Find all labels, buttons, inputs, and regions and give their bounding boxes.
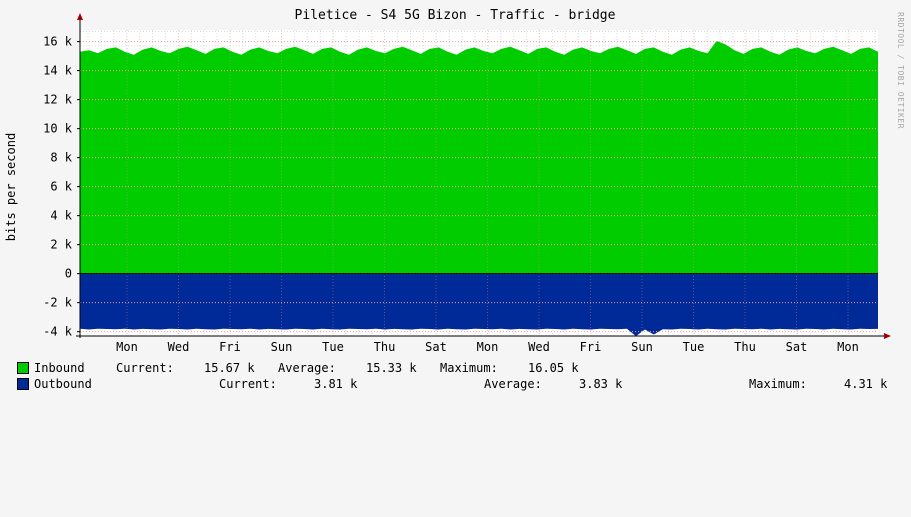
legend-inbound-average: 15.33 k: [366, 361, 417, 375]
x-tick-label: Sun: [631, 340, 653, 354]
chart-title: Piletice - S4 5G Bizon - Traffic - bridg…: [295, 8, 616, 23]
y-tick-label: 0: [65, 267, 72, 281]
x-tick-label: Fri: [219, 340, 241, 354]
x-tick-label: Tue: [683, 340, 705, 354]
x-tick-label: Mon: [837, 340, 859, 354]
y-axis-arrow: [77, 13, 83, 20]
y-tick-label: 4 k: [50, 209, 72, 223]
y-tick-label: -4 k: [43, 325, 73, 339]
x-tick-label: Wed: [528, 340, 550, 354]
legend-inbound-current: 15.67 k: [204, 361, 255, 375]
legend-outbound-current: 3.81 k: [314, 377, 358, 391]
y-tick-label: 2 k: [50, 238, 72, 252]
x-tick-label: Mon: [116, 340, 138, 354]
legend-outbound-average-label: Average:: [484, 377, 542, 391]
x-tick-label: Wed: [168, 340, 190, 354]
x-tick-label: Thu: [734, 340, 756, 354]
y-tick-label: 14 k: [43, 64, 73, 78]
traffic-chart: Piletice - S4 5G Bizon - Traffic - bridg…: [4, 8, 891, 354]
legend-outbound-maximum: 4.31 k: [844, 377, 888, 391]
x-tick-label: Thu: [374, 340, 396, 354]
y-tick-label: -2 k: [43, 296, 73, 310]
legend-outbound-maximum-label: Maximum:: [749, 377, 807, 391]
inbound-swatch: [17, 362, 29, 374]
y-axis-label: bits per second: [4, 133, 18, 241]
x-tick-label: Sun: [271, 340, 293, 354]
legend-inbound-average-label: Average:: [278, 361, 336, 375]
x-tick-label: Sat: [425, 340, 447, 354]
rrdtool-watermark: RRDTOOL / TOBI OETIKER: [896, 12, 905, 129]
chart-container: Piletice - S4 5G Bizon - Traffic - bridg…: [0, 8, 905, 393]
y-tick-label: 8 k: [50, 151, 72, 165]
legend-inbound-maximum-label: Maximum:: [440, 361, 498, 375]
outbound-area: [80, 273, 878, 337]
x-tick-label: Tue: [322, 340, 344, 354]
legend-inbound-row: Inbound Current: 15.67 k Average: 15.33 …: [0, 361, 579, 377]
y-tick-label: 16 k: [43, 35, 73, 49]
x-axis-arrow: [884, 333, 891, 339]
x-tick-label: Sat: [786, 340, 808, 354]
legend-inbound-maximum: 16.05 k: [528, 361, 579, 375]
y-tick-label: 10 k: [43, 122, 73, 136]
legend-outbound-average: 3.83 k: [579, 377, 623, 391]
x-tick-label: Fri: [580, 340, 602, 354]
outbound-swatch: [17, 378, 29, 390]
y-tick-label: 12 k: [43, 93, 73, 107]
legend-inbound-name: Inbound: [34, 361, 85, 375]
y-tick-label: 6 k: [50, 180, 72, 194]
legend-outbound-row: Outbound Current: 3.81 k Average: 3.83 k…: [0, 377, 887, 393]
legend-inbound-current-label: Current:: [116, 361, 174, 375]
legend-outbound-name: Outbound: [34, 377, 92, 391]
legend-outbound-current-label: Current:: [219, 377, 277, 391]
x-tick-label: Mon: [477, 340, 499, 354]
